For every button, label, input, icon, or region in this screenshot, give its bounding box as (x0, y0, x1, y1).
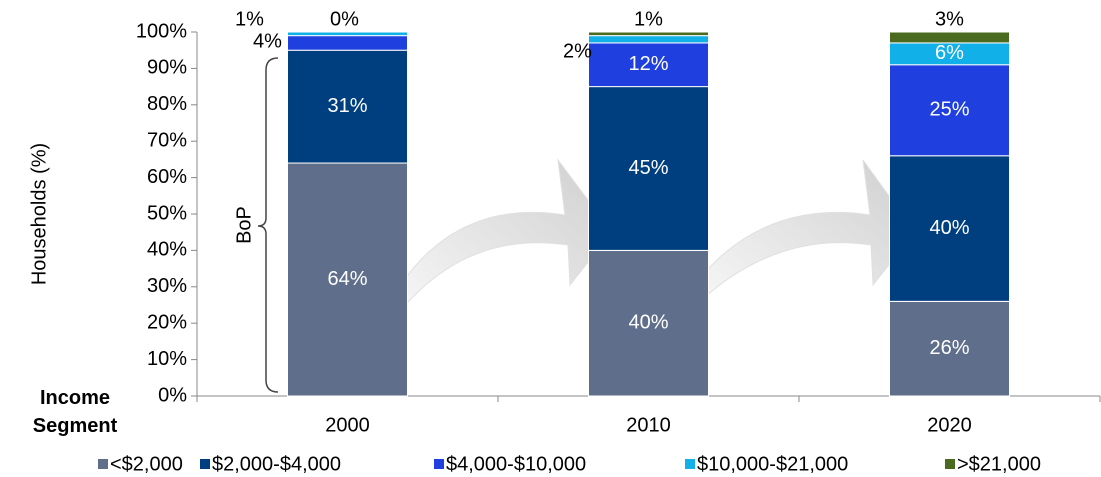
y-tick-label: 70% (147, 129, 187, 151)
y-tick-label: 50% (147, 202, 187, 224)
y-tick-label: 60% (147, 166, 187, 188)
data-label: 6% (935, 42, 964, 64)
y-tick-label: 100% (136, 20, 187, 42)
x-tick-label: 2010 (626, 414, 671, 436)
legend-marker (200, 459, 210, 469)
bar-segment (588, 86, 709, 251)
x-tick-label: 2020 (927, 414, 972, 436)
legend-label: >$21,000 (957, 453, 1041, 475)
bar-segment (889, 64, 1010, 157)
legend-label: $10,000-$21,000 (697, 453, 848, 475)
y-tick-label: 10% (147, 348, 187, 370)
data-label: 40% (628, 311, 668, 333)
bar-segment (588, 249, 709, 397)
data-label: 25% (929, 99, 969, 121)
legend-label: $2,000-$4,000 (212, 453, 341, 475)
bar-segment (588, 42, 709, 88)
data-label: 31% (327, 95, 367, 117)
bar-segment (889, 300, 1010, 397)
data-label: 0% (330, 8, 359, 30)
data-label: 4% (253, 30, 282, 52)
bar-segment (588, 31, 709, 37)
legend-marker (434, 459, 444, 469)
x-axis-label: Income Segment (32, 387, 118, 437)
x-tick-label: 2000 (325, 414, 370, 436)
bar-segment (287, 31, 408, 37)
bar-segment (889, 155, 1010, 302)
data-label: 2% (563, 40, 592, 62)
annotation: BoP (233, 206, 255, 244)
data-label: 64% (327, 268, 367, 290)
data-label: 12% (628, 53, 668, 75)
x-label-box: Income Segment (32, 387, 118, 437)
data-label: 26% (929, 337, 969, 359)
legend-label: $4,000-$10,000 (446, 453, 586, 475)
legend-marker (945, 459, 955, 469)
y-tick-label: 20% (147, 311, 187, 333)
y-tick-label: 0% (158, 384, 187, 406)
legend-marker (98, 459, 108, 469)
arrow (367, 158, 613, 359)
bar-segment (287, 49, 408, 164)
bar-segment (889, 31, 1010, 44)
y-tick-label: 80% (147, 93, 187, 115)
legend-label: <$2,000 (110, 453, 183, 475)
data-label: 40% (929, 217, 969, 239)
bar-segment (588, 35, 709, 44)
data-label: 3% (935, 8, 964, 30)
bar-segment (287, 35, 408, 51)
data-label: 45% (628, 157, 668, 179)
legend-marker (685, 459, 695, 469)
data-label: 1% (634, 8, 663, 30)
y-tick-label: 30% (147, 275, 187, 297)
data-label: 1% (235, 8, 264, 30)
y-tick-label: 40% (147, 239, 187, 261)
brace (257, 57, 279, 393)
y-axis-label: Households (%) (28, 143, 50, 285)
y-tick-label: 90% (147, 57, 187, 79)
